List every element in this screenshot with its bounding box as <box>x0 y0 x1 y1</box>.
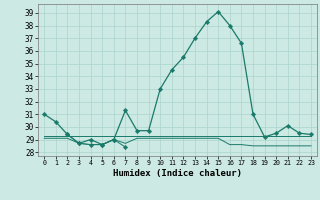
X-axis label: Humidex (Indice chaleur): Humidex (Indice chaleur) <box>113 169 242 178</box>
